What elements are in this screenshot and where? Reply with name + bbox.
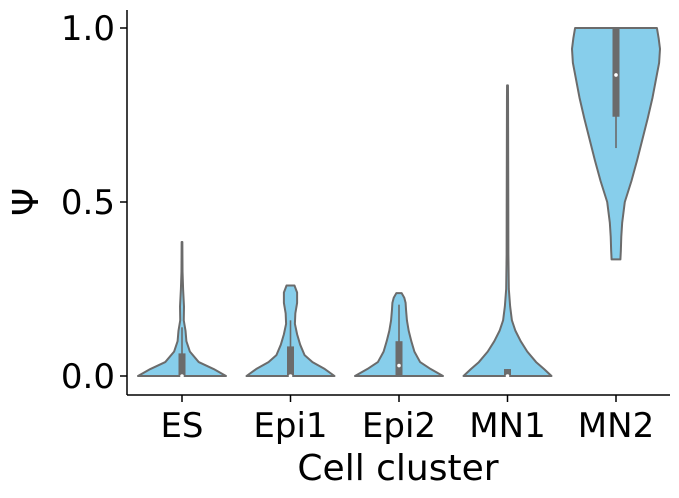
x-tick-label-mn1: MN1: [469, 406, 545, 446]
violin-iqr-box: [504, 369, 511, 376]
violin-mn2: [571, 27, 661, 261]
y-tick-label-2: 1.0: [61, 9, 115, 49]
violin-median: [614, 73, 618, 77]
violin-epi2: [354, 292, 444, 377]
violin-iqr-box: [178, 353, 186, 376]
violin-epi1: [245, 284, 336, 378]
violin-es: [137, 241, 227, 378]
x-axis-label: Cell cluster: [297, 448, 498, 489]
x-tick-label-mn2: MN2: [578, 406, 654, 446]
violin-iqr-box: [287, 346, 294, 376]
y-tick-label-1: 0.5: [61, 183, 115, 223]
violins-layer: [137, 27, 661, 378]
violin-median: [288, 374, 293, 378]
x-tick-label-epi1: Epi1: [253, 406, 327, 446]
violin-median: [180, 374, 184, 378]
violin-body: [462, 84, 553, 377]
y-tick-label-0: 0.0: [61, 357, 115, 397]
violin-iqr-box: [612, 28, 620, 117]
violin-median: [505, 374, 510, 378]
violin-mn1: [462, 84, 553, 378]
ticks-layer: ES Epi1 Epi2 MN1 MN2 0.0 0.5 1.0: [61, 9, 654, 446]
x-tick-label-es: ES: [160, 406, 203, 446]
y-axis-label: Ψ: [6, 188, 47, 216]
violin-median: [397, 363, 401, 368]
x-tick-label-epi2: Epi2: [362, 406, 436, 446]
violin-iqr-box: [395, 341, 403, 376]
violin-body: [137, 241, 227, 377]
